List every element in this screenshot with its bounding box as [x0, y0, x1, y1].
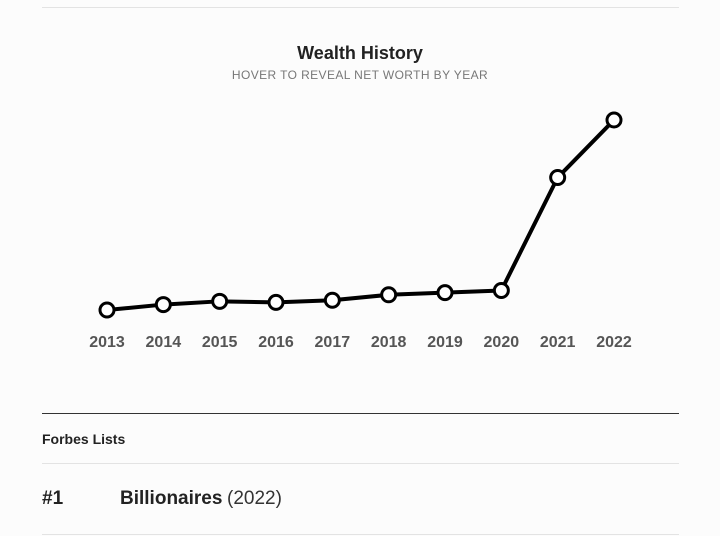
year-tick-label: 2014	[146, 334, 182, 351]
data-point-2017[interactable]	[323, 291, 341, 309]
data-point-2019[interactable]	[436, 284, 454, 302]
chart-subtitle: HOVER TO REVEAL NET WORTH BY YEAR	[231, 68, 489, 82]
year-tick-label: 2022	[596, 334, 632, 351]
year-tick-label: 2015	[202, 334, 238, 351]
year-tick-label: 2019	[427, 334, 463, 351]
list-divider-bottom	[42, 534, 679, 535]
forbes-lists-heading: Forbes Lists	[42, 431, 126, 447]
data-point-2018[interactable]	[380, 286, 398, 304]
year-tick-label: 2013	[89, 334, 125, 351]
net-worth-line	[106, 118, 616, 312]
data-point-2022[interactable]	[605, 111, 623, 129]
data-point-2013[interactable]	[98, 301, 116, 319]
data-point-2021[interactable]	[549, 169, 567, 187]
year-tick-label: 2020	[484, 334, 520, 351]
list-divider-top	[42, 463, 679, 464]
list-name-link[interactable]: Billionaires	[120, 488, 223, 509]
top-divider	[42, 7, 679, 8]
year-tick-label: 2017	[315, 334, 351, 351]
chart-title: Wealth History	[297, 43, 423, 63]
wealth-history-chart: 2013 2014 2015 2016 2017 2018 2019 2020 2021 2022	[89, 111, 632, 351]
list-year: (2022)	[227, 488, 282, 509]
year-tick-label: 2016	[258, 334, 294, 351]
data-point-2016[interactable]	[267, 293, 285, 311]
list-rank: #1	[42, 488, 64, 509]
data-point-2020[interactable]	[492, 281, 510, 299]
section-divider	[42, 413, 679, 414]
year-tick-label: 2018	[371, 334, 407, 351]
data-point-2015[interactable]	[211, 292, 229, 310]
year-tick-label: 2021	[540, 334, 576, 351]
data-point-2014[interactable]	[154, 296, 172, 314]
